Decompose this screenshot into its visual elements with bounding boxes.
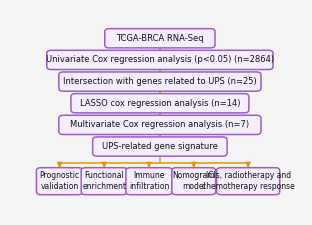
Text: Univariate Cox regression analysis (p<0.05) (n=2864): Univariate Cox regression analysis (p<0.… — [46, 55, 274, 64]
Text: TCGA-BRCA RNA-Seq: TCGA-BRCA RNA-Seq — [116, 34, 204, 43]
FancyBboxPatch shape — [81, 168, 127, 195]
FancyBboxPatch shape — [105, 29, 215, 48]
Text: Multivariate Cox regression analysis (n=7): Multivariate Cox regression analysis (n=… — [70, 120, 250, 129]
FancyBboxPatch shape — [172, 168, 216, 195]
Text: UPS-related gene signature: UPS-related gene signature — [102, 142, 218, 151]
Text: Prognostic
validation: Prognostic validation — [40, 171, 80, 191]
Text: Immune
infiltration: Immune infiltration — [129, 171, 169, 191]
Text: Intersection with genes related to UPS (n=25): Intersection with genes related to UPS (… — [63, 77, 257, 86]
FancyBboxPatch shape — [37, 168, 83, 195]
FancyBboxPatch shape — [126, 168, 172, 195]
FancyBboxPatch shape — [71, 94, 249, 113]
FancyBboxPatch shape — [47, 50, 273, 70]
FancyBboxPatch shape — [93, 137, 227, 156]
Text: ICIs, radiotherapy and
chemotherapy response: ICIs, radiotherapy and chemotherapy resp… — [202, 171, 295, 191]
Text: Nomogram
model: Nomogram model — [173, 171, 215, 191]
FancyBboxPatch shape — [217, 168, 280, 195]
FancyBboxPatch shape — [59, 115, 261, 135]
Text: Functional
enrichment: Functional enrichment — [82, 171, 126, 191]
FancyBboxPatch shape — [59, 72, 261, 91]
Text: LASSO cox regression analysis (n=14): LASSO cox regression analysis (n=14) — [80, 99, 240, 108]
